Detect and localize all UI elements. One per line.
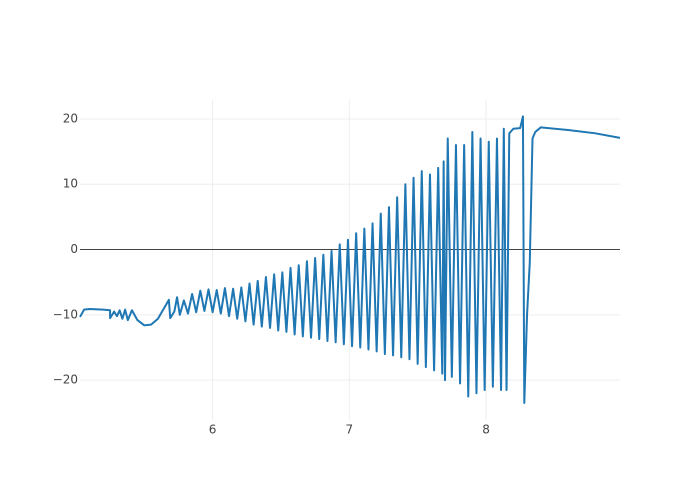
data-line <box>79 115 621 405</box>
y-tick-label: 20 <box>63 111 78 125</box>
x-tick-label: 7 <box>345 423 353 437</box>
x-tick-label: 6 <box>209 423 217 437</box>
y-tick-label: 10 <box>63 177 78 191</box>
y-tick-label: −20 <box>53 373 78 387</box>
y-tick-label: 0 <box>70 242 78 256</box>
y-tick-label: −10 <box>53 307 78 321</box>
x-tick-label: 8 <box>482 423 490 437</box>
